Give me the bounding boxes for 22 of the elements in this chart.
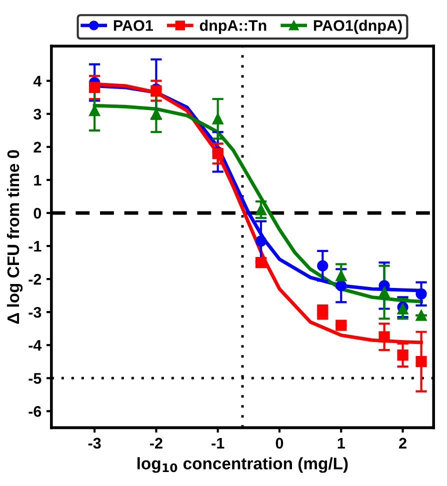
y-tick-label: 1 [34, 174, 42, 186]
y-tick-label: -1 [28, 241, 42, 252]
y-axis-title: Δ log CFU from time 0 [6, 150, 23, 324]
y-tick-label: -3 [28, 306, 42, 318]
legend-label: PAO1 [114, 20, 153, 31]
y-tick-label: -5 [28, 373, 42, 384]
x-tick-label: -1 [212, 438, 224, 448]
y-tick-label: -2 [28, 274, 42, 285]
y-tick-label: 4 [33, 76, 42, 86]
y-tick-label: -6 [28, 406, 42, 417]
y-tick-label: -4 [28, 340, 42, 351]
x-tick-label: -3 [88, 438, 101, 449]
y-tick-label: 3 [34, 108, 42, 120]
x-axis-title: log$_{10}$ concentration (mg/L) [137, 457, 348, 473]
x-tick-label: 2 [399, 438, 406, 448]
y-tick-label: 2 [34, 142, 42, 152]
legend-label: dnpA::Tn [200, 20, 266, 34]
x-tick-label: 1 [338, 438, 345, 448]
legend-label: PAO1(dnpA) [314, 20, 402, 34]
y-tick-label: 0 [34, 208, 42, 219]
x-tick-label: -2 [150, 438, 162, 448]
x-tick-label: 0 [276, 438, 284, 449]
